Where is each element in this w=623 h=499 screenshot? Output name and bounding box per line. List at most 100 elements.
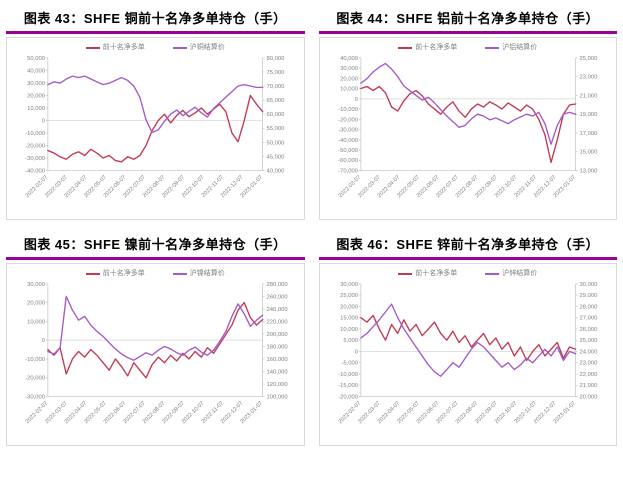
svg-text:20,000: 20,000 bbox=[340, 304, 359, 310]
chart-title: 图表 46：SHFE 锌前十名净多单持仓（手） bbox=[336, 237, 600, 253]
svg-text:200,000: 200,000 bbox=[267, 332, 289, 338]
legend-entry-price: 沪铜结算价 bbox=[172, 44, 225, 52]
svg-text:-10,000: -10,000 bbox=[25, 131, 46, 137]
svg-text:25,000: 25,000 bbox=[579, 338, 598, 344]
legend-entry-net-long: 前十名净多单 bbox=[85, 270, 145, 278]
title-rule bbox=[6, 257, 305, 261]
svg-text:60,000: 60,000 bbox=[267, 112, 286, 118]
legend-label: 沪铝结算价 bbox=[502, 44, 538, 51]
svg-text:0: 0 bbox=[42, 118, 46, 124]
svg-text:30,000: 30,000 bbox=[27, 81, 46, 87]
svg-text:70,000: 70,000 bbox=[267, 84, 286, 90]
svg-text:260,000: 260,000 bbox=[267, 294, 289, 300]
legend-entry-net-long: 前十名净多单 bbox=[398, 44, 457, 52]
chart-card-nickel: 图表 45：SHFE 镍前十名净多单持仓（手） 前十名净多单 沪镍结算价 30,… bbox=[6, 230, 305, 447]
svg-text:10,000: 10,000 bbox=[27, 319, 46, 325]
legend-entry-price: 沪锌结算价 bbox=[485, 270, 537, 278]
svg-text:30,000: 30,000 bbox=[340, 66, 359, 72]
chart-card-aluminum: 图表 44：SHFE 铝前十名净多单持仓（手） 前十名净多单 沪铝结算价 40,… bbox=[318, 4, 617, 221]
svg-text:15,000: 15,000 bbox=[340, 316, 359, 322]
svg-text:40,000: 40,000 bbox=[267, 168, 286, 174]
svg-text:-10,000: -10,000 bbox=[338, 107, 359, 113]
title-rule bbox=[318, 257, 617, 261]
svg-text:50,000: 50,000 bbox=[27, 56, 46, 62]
svg-text:20,000: 20,000 bbox=[27, 93, 46, 99]
svg-text:220,000: 220,000 bbox=[267, 319, 289, 325]
svg-text:40,000: 40,000 bbox=[27, 68, 46, 74]
svg-text:27,000: 27,000 bbox=[579, 316, 598, 322]
svg-text:-40,000: -40,000 bbox=[25, 168, 46, 174]
svg-text:-10,000: -10,000 bbox=[338, 372, 359, 378]
svg-text:40,000: 40,000 bbox=[340, 56, 359, 62]
legend: 前十名净多单 沪镍结算价 bbox=[9, 266, 302, 278]
chart-panel: 前十名净多单 沪铝结算价 40,000 30,000 20,000 10,000 0 -1… bbox=[318, 37, 617, 221]
svg-text:80,000: 80,000 bbox=[267, 56, 286, 62]
svg-text:24,000: 24,000 bbox=[579, 350, 598, 356]
legend-label: 沪镍结算价 bbox=[189, 270, 225, 278]
chart-panel: 前十名净多单 沪镍结算价 30,000 20,000 10,000 0 -10,000 -… bbox=[6, 263, 305, 447]
svg-text:100,000: 100,000 bbox=[267, 395, 289, 401]
svg-text:50,000: 50,000 bbox=[267, 140, 286, 146]
legend-entry-net-long: 前十名净多单 bbox=[398, 270, 457, 278]
svg-text:23,000: 23,000 bbox=[579, 75, 598, 81]
legend-entry-price: 沪镍结算价 bbox=[172, 270, 225, 278]
purple-line-swatch-icon bbox=[172, 273, 187, 276]
svg-text:45,000: 45,000 bbox=[267, 154, 286, 160]
svg-text:20,000: 20,000 bbox=[579, 395, 598, 401]
svg-text:22,000: 22,000 bbox=[579, 372, 598, 378]
legend: 前十名净多单 沪铝结算价 bbox=[322, 40, 615, 52]
red-line-swatch-icon bbox=[398, 47, 413, 49]
svg-text:160,000: 160,000 bbox=[267, 357, 289, 363]
legend-entry-net-long: 前十名净多单 bbox=[85, 44, 145, 52]
legend-entry-price: 沪铝结算价 bbox=[485, 44, 537, 52]
svg-text:23,000: 23,000 bbox=[579, 361, 598, 367]
legend-label: 前十名净多单 bbox=[415, 44, 458, 51]
legend-label: 沪锌结算价 bbox=[502, 270, 538, 278]
title-rule bbox=[6, 31, 305, 34]
svg-text:75,000: 75,000 bbox=[267, 70, 286, 76]
svg-text:0: 0 bbox=[354, 350, 358, 356]
svg-text:-70,000: -70,000 bbox=[338, 168, 359, 174]
chart-panel: 前十名净多单 沪锌结算价 30,000 25,000 20,000 15,000 10,… bbox=[318, 263, 617, 447]
svg-text:-10,000: -10,000 bbox=[25, 357, 46, 363]
svg-text:21,000: 21,000 bbox=[579, 93, 598, 99]
svg-text:13,000: 13,000 bbox=[579, 168, 598, 174]
svg-text:26,000: 26,000 bbox=[579, 327, 598, 333]
svg-text:55,000: 55,000 bbox=[267, 126, 286, 132]
svg-text:65,000: 65,000 bbox=[267, 98, 286, 104]
plot-area: 40,000 30,000 20,000 10,000 0 -10,000 -20,000 -… bbox=[337, 56, 598, 199]
svg-text:10,000: 10,000 bbox=[340, 327, 359, 333]
svg-text:-20,000: -20,000 bbox=[338, 117, 359, 123]
svg-text:180,000: 180,000 bbox=[267, 345, 289, 351]
svg-text:29,000: 29,000 bbox=[579, 293, 598, 299]
svg-text:120,000: 120,000 bbox=[267, 382, 289, 388]
svg-text:-40,000: -40,000 bbox=[338, 138, 359, 144]
svg-text:30,000: 30,000 bbox=[27, 282, 46, 288]
svg-text:140,000: 140,000 bbox=[267, 370, 289, 376]
legend-label: 前十名净多单 bbox=[102, 270, 145, 278]
svg-text:30,000: 30,000 bbox=[579, 282, 598, 288]
title-rule bbox=[318, 31, 617, 34]
red-line-swatch-icon bbox=[85, 47, 100, 49]
purple-line-swatch-icon bbox=[172, 47, 187, 49]
chart-title: 图表 43：SHFE 铜前十名净多单持仓（手） bbox=[23, 11, 287, 26]
chart-panel: 前十名净多单 沪铜结算价 50,000 40,000 30,000 20,000 10,… bbox=[6, 37, 305, 221]
svg-text:-30,000: -30,000 bbox=[25, 156, 46, 162]
svg-text:-30,000: -30,000 bbox=[25, 395, 46, 401]
legend: 前十名净多单 沪铜结算价 bbox=[9, 40, 302, 52]
svg-text:25,000: 25,000 bbox=[579, 56, 598, 62]
svg-text:20,000: 20,000 bbox=[27, 301, 46, 307]
svg-text:0: 0 bbox=[42, 338, 46, 344]
chart-title: 图表 44：SHFE 铝前十名净多单持仓（手） bbox=[336, 11, 600, 26]
chart-card-zinc: 图表 46：SHFE 锌前十名净多单持仓（手） 前十名净多单 沪锌结算价 30,… bbox=[318, 230, 617, 447]
purple-line-swatch-icon bbox=[485, 47, 500, 49]
svg-text:-20,000: -20,000 bbox=[25, 376, 46, 382]
svg-text:21,000: 21,000 bbox=[579, 383, 598, 389]
svg-text:20,000: 20,000 bbox=[340, 76, 359, 82]
red-line-swatch-icon bbox=[398, 273, 413, 276]
svg-text:19,000: 19,000 bbox=[579, 112, 598, 118]
red-line-swatch-icon bbox=[85, 273, 100, 276]
charts-grid: 图表 43：SHFE 铜前十名净多单持仓（手） 前十名净多单 沪铜结算价 50,… bbox=[6, 4, 617, 447]
svg-text:-5,000: -5,000 bbox=[341, 361, 358, 367]
svg-text:-50,000: -50,000 bbox=[338, 148, 359, 154]
